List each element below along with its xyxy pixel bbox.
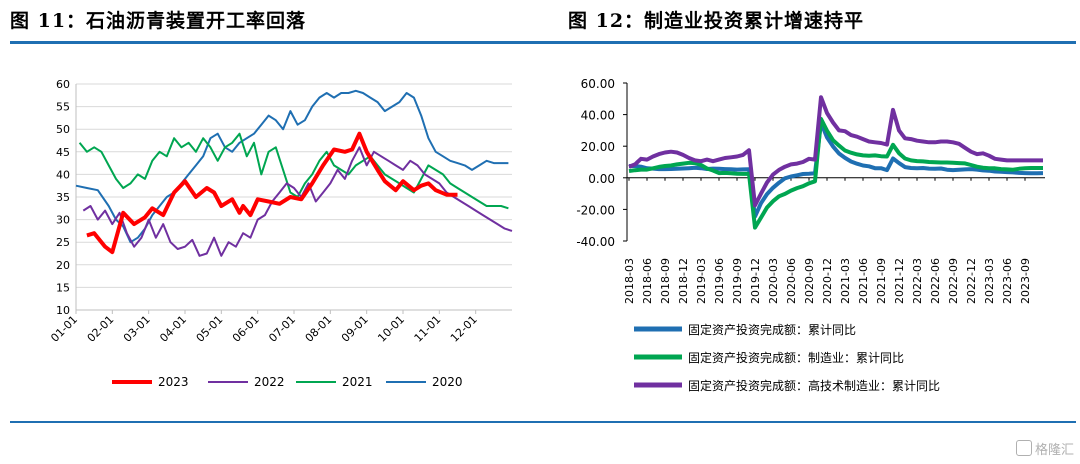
right-x-tick-label: 2022-06 [929,258,942,304]
right-x-tick-label: 2021-06 [857,258,870,304]
chart-title-right: 图 12：制造业投资累计增速持平 [568,10,865,32]
left-x-tick-label: 11-01 [412,313,444,345]
left-series-2021 [78,132,509,210]
left-x-tick-label: 09-01 [339,313,371,345]
right-legend-label-1: 固定资产投资完成额：制造业：累计同比 [688,350,904,365]
right-x-tick-label: 2020-03 [767,258,780,304]
left-legend: 2023 2022 2021 2020 [112,375,463,389]
right-series-0 [629,120,1044,219]
right-x-tick-label: 2022-12 [965,258,978,304]
right-x-tick-label: 2019-03 [695,258,708,304]
right-x-tick-label: 2022-09 [947,258,960,304]
right-x-tick-label: 2018-03 [623,258,636,304]
right-series-1 [628,116,1043,230]
left-axes: 10 15 20 25 30 35 40 45 50 55 60 01-01 02-01 03-01 04-… [48,78,512,345]
right-legend: 固定资产投资完成额：累计同比固定资产投资完成额：制造业：累计同比固定资产投资完成… [634,322,940,393]
right-series-lines [628,95,1044,230]
left-y-tick-label: 25 [56,236,70,249]
right-y-tick-label: 60.00 [581,77,615,91]
watermark-logo-icon [1015,440,1032,456]
watermark-text: 格隆汇 [1034,443,1074,458]
right-chart: -40.00 -20.00 0.00 20.00 40.00 60.00 2018-03 20… [576,77,1045,393]
right-x-tick-label: 2018-09 [659,258,672,304]
left-x-tick-label: 08-01 [303,313,335,345]
left-x-tick-label: 04-01 [157,313,189,345]
right-y-tick-label: -20.00 [576,203,615,217]
right-legend-label-0: 固定资产投资完成额：累计同比 [688,322,856,337]
right-x-tick-label: 2022-03 [911,258,924,304]
left-x-tick-label: 02-01 [85,313,117,345]
left-series-2023 [86,131,458,255]
right-x-tick-label: 2023-09 [1019,258,1032,304]
legend-label-2021: 2021 [342,375,373,389]
right-x-tick-label: 2019-12 [749,258,762,304]
right-x-tick-label: 2021-03 [839,258,852,304]
left-y-tick-label: 10 [56,304,70,317]
left-series-2022 [82,146,513,257]
right-x-tick-label: 2020-06 [785,258,798,304]
right-y-tick-label: 40.00 [581,109,615,123]
right-x-tick-label: 2021-12 [893,258,906,304]
left-x-tick-label: 12-01 [448,313,480,345]
right-y-tick-label: 20.00 [581,140,615,154]
right-x-tick-label: 2023-03 [983,258,996,304]
left-x-tick-label: 10-01 [375,313,407,345]
right-x-tick-label: 2020-09 [803,258,816,304]
right-x-tick-label: 2018-06 [641,258,654,304]
left-x-tick-label: 06-01 [230,313,262,345]
right-axes: -40.00 -20.00 0.00 20.00 40.00 60.00 2018-03 20… [576,77,1045,304]
left-series-lines [75,89,513,257]
chart-title-left: 图 11：石油沥青装置开工率回落 [10,10,307,32]
left-x-tick-label: 07-01 [266,313,298,345]
left-y-tick-label: 20 [56,259,70,272]
right-x-tick-label: 2020-12 [821,258,834,304]
left-x-tick-label: 03-01 [121,313,153,345]
left-y-tick-label: 55 [56,101,70,114]
left-y-tick-label: 45 [56,146,70,159]
left-y-tick-label: 15 [56,281,70,294]
right-legend-label-2: 固定资产投资完成额：高技术制造业：累计同比 [688,378,940,393]
legend-label-2023: 2023 [158,375,189,389]
left-y-tick-label: 60 [56,78,70,91]
left-x-tick-label: 01-01 [48,313,80,345]
left-y-tick-label: 35 [56,191,70,204]
watermark: 格隆汇 [1015,439,1074,458]
left-chart: 10 15 20 25 30 35 40 45 50 55 60 01-01 02-01 03-01 04-… [48,78,513,389]
right-y-tick-label: 0.00 [588,172,615,186]
left-x-tick-label: 05-01 [194,313,226,345]
right-series-2 [628,95,1043,208]
right-x-tick-label: 2019-06 [713,258,726,304]
right-x-tick-label: 2021-09 [875,258,888,304]
bottom-rule [10,421,1076,423]
right-x-tick-label: 2019-09 [731,258,744,304]
right-y-tick-label: -40.00 [576,235,615,249]
left-y-tick-label: 50 [56,123,70,136]
legend-label-2020: 2020 [432,375,463,389]
right-x-tick-label: 2018-12 [677,258,690,304]
legend-label-2022: 2022 [254,375,285,389]
top-rule [10,41,1076,44]
right-x-tick-label: 2023-06 [1001,258,1014,304]
left-y-tick-label: 40 [56,168,70,181]
left-y-tick-label: 30 [56,214,70,227]
